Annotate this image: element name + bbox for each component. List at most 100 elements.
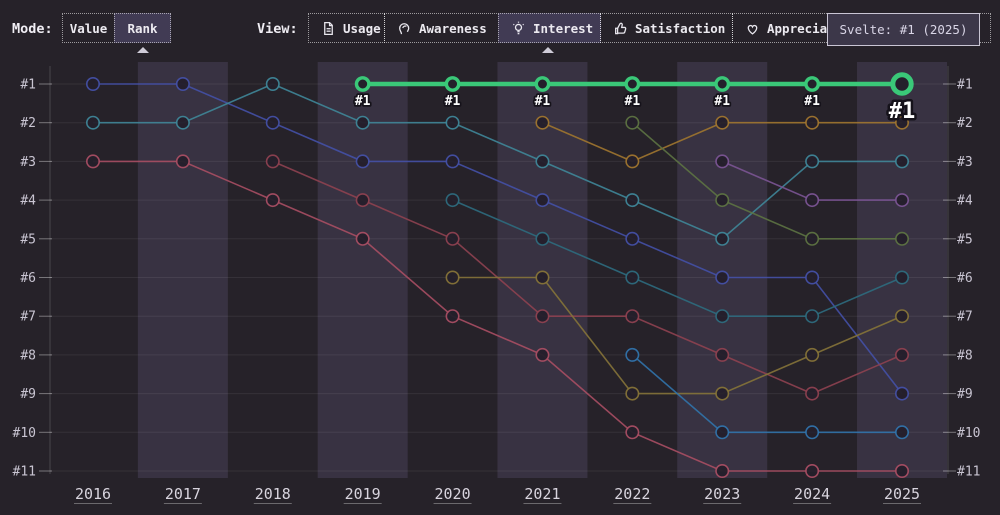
data-point[interactable] [895,386,910,401]
data-point[interactable] [86,77,101,92]
data-point[interactable] [535,193,550,208]
data-point[interactable] [715,270,730,285]
data-point[interactable] [805,231,820,246]
data-point[interactable] [715,425,730,440]
data-point[interactable] [535,309,550,324]
year-label[interactable]: 2016 [75,485,111,503]
data-point[interactable] [625,231,640,246]
series-line[interactable] [631,122,902,240]
year-label[interactable]: 2018 [255,485,291,503]
data-point[interactable] [625,115,640,130]
rank-label-left: #1 [20,78,36,93]
highlighted-point[interactable] [804,76,821,92]
data-point[interactable] [715,115,730,130]
data-point[interactable] [805,386,820,401]
rank-label-right: #4 [957,194,973,209]
data-point[interactable] [895,115,910,130]
data-point[interactable] [445,270,460,285]
data-point[interactable] [715,154,730,169]
year-label[interactable]: 2024 [794,485,830,503]
data-point[interactable] [715,463,730,478]
data-point[interactable] [715,231,730,246]
chart-band [497,62,588,478]
data-point[interactable] [535,231,550,246]
highlighted-end-point[interactable] [890,72,914,96]
year-label[interactable]: 2017 [165,485,201,503]
data-point[interactable] [625,270,640,285]
data-point[interactable] [535,347,550,362]
data-point[interactable] [895,231,910,246]
data-point[interactable] [535,115,550,130]
data-point[interactable] [175,115,190,130]
data-point[interactable] [895,347,910,362]
data-point[interactable] [895,425,910,440]
data-point[interactable] [625,154,640,169]
series-line[interactable] [272,160,903,395]
data-point[interactable] [715,347,730,362]
chart-tooltip-text: Svelte: #1 (2025) [839,22,968,37]
data-point[interactable] [625,347,640,362]
data-point[interactable] [445,309,460,324]
data-point[interactable] [715,386,730,401]
data-point[interactable] [805,193,820,208]
data-point[interactable] [535,270,550,285]
rank-label-left: #7 [20,310,36,325]
series-line[interactable] [93,83,902,240]
data-point[interactable] [355,154,370,169]
data-point[interactable] [625,309,640,324]
data-point[interactable] [445,231,460,246]
data-point[interactable] [175,154,190,169]
data-point[interactable] [355,115,370,130]
year-label[interactable]: 2025 [884,485,920,503]
data-point[interactable] [805,309,820,324]
data-point[interactable] [715,193,730,208]
data-point[interactable] [805,115,820,130]
data-point[interactable] [535,154,550,169]
data-point[interactable] [895,154,910,169]
series-line[interactable] [631,354,902,434]
year-label[interactable]: 2021 [524,485,560,503]
data-point[interactable] [895,309,910,324]
year-label[interactable]: 2019 [345,485,381,503]
data-point[interactable] [805,154,820,169]
year-label[interactable]: 2023 [704,485,740,503]
rank-point-label: #1 [889,99,916,124]
data-point[interactable] [86,154,101,169]
data-point[interactable] [715,309,730,324]
highlighted-point[interactable] [534,76,551,92]
data-point[interactable] [86,115,101,130]
highlighted-point[interactable] [354,76,371,92]
data-point[interactable] [895,463,910,478]
data-point[interactable] [805,425,820,440]
data-point[interactable] [445,115,460,130]
data-point[interactable] [895,270,910,285]
data-point[interactable] [805,463,820,478]
rank-label-right: #8 [957,348,973,363]
data-point[interactable] [445,154,460,169]
data-point[interactable] [175,77,190,92]
series-line[interactable] [93,160,902,472]
year-label[interactable]: 2020 [434,485,470,503]
data-point[interactable] [805,270,820,285]
highlighted-point[interactable] [714,76,731,92]
view-usage-button[interactable]: Usage [308,13,385,43]
highlighted-point[interactable] [444,76,461,92]
data-point[interactable] [265,193,280,208]
data-point[interactable] [625,425,640,440]
view-interest-button[interactable]: Interest [498,13,601,43]
data-point[interactable] [265,115,280,130]
mode-rank-button[interactable]: Rank [114,13,171,43]
series-line[interactable] [452,199,903,317]
data-point[interactable] [625,386,640,401]
data-point[interactable] [445,193,460,208]
data-point[interactable] [355,193,370,208]
highlighted-point[interactable] [624,76,641,92]
data-point[interactable] [355,231,370,246]
data-point[interactable] [895,193,910,208]
view-awareness-button[interactable]: Awareness [384,13,499,43]
data-point[interactable] [805,347,820,362]
data-point[interactable] [625,193,640,208]
data-point[interactable] [265,77,280,92]
data-point[interactable] [265,154,280,169]
year-label[interactable]: 2022 [614,485,650,503]
